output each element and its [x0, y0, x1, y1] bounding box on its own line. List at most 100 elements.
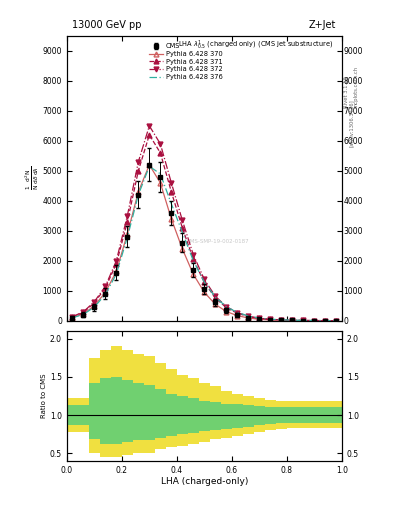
Pythia 6.428 376	[301, 317, 306, 324]
Pythia 6.428 371	[323, 317, 328, 324]
Pythia 6.428 370	[103, 289, 108, 295]
Pythia 6.428 376	[334, 317, 339, 324]
Pythia 6.428 370	[279, 317, 284, 324]
Pythia 6.428 376	[323, 317, 328, 324]
Pythia 6.428 371	[147, 132, 152, 138]
Pythia 6.428 372	[81, 309, 86, 315]
Pythia 6.428 370	[191, 271, 196, 278]
Pythia 6.428 372	[257, 315, 262, 322]
Pythia 6.428 372	[224, 304, 229, 310]
Pythia 6.428 376	[125, 234, 130, 241]
Pythia 6.428 372	[213, 293, 218, 300]
Line: Pythia 6.428 371: Pythia 6.428 371	[70, 133, 339, 323]
Pythia 6.428 376	[103, 291, 108, 297]
Line: Pythia 6.428 372: Pythia 6.428 372	[70, 123, 339, 323]
Pythia 6.428 372	[246, 313, 251, 319]
Pythia 6.428 370	[323, 317, 328, 324]
Pythia 6.428 372	[191, 252, 196, 258]
Pythia 6.428 376	[136, 192, 141, 198]
Pythia 6.428 376	[213, 294, 218, 300]
Pythia 6.428 372	[125, 213, 130, 219]
X-axis label: LHA (charged-only): LHA (charged-only)	[161, 477, 248, 486]
Pythia 6.428 372	[103, 283, 108, 289]
Pythia 6.428 370	[114, 268, 119, 274]
Pythia 6.428 370	[180, 246, 185, 252]
Pythia 6.428 371	[169, 189, 174, 195]
Pythia 6.428 372	[158, 141, 163, 147]
Pythia 6.428 371	[136, 168, 141, 174]
Pythia 6.428 370	[334, 318, 339, 324]
Pythia 6.428 370	[257, 316, 262, 323]
Pythia 6.428 371	[301, 317, 306, 324]
Pythia 6.428 371	[279, 317, 284, 323]
Pythia 6.428 370	[224, 309, 229, 315]
Pythia 6.428 372	[147, 123, 152, 129]
Pythia 6.428 376	[312, 317, 317, 324]
Pythia 6.428 371	[103, 285, 108, 291]
Pythia 6.428 376	[268, 316, 273, 322]
Pythia 6.428 376	[92, 304, 97, 310]
Pythia 6.428 370	[246, 315, 251, 321]
Pythia 6.428 371	[92, 300, 97, 306]
Pythia 6.428 370	[147, 162, 152, 168]
Text: Rivet 3.1.10: Rivet 3.1.10	[344, 76, 349, 108]
Pythia 6.428 371	[81, 309, 86, 315]
Pythia 6.428 371	[125, 219, 130, 225]
Text: mcplots.cern.ch: mcplots.cern.ch	[354, 66, 359, 108]
Pythia 6.428 376	[114, 271, 119, 277]
Pythia 6.428 371	[202, 280, 207, 286]
Text: LHA $\lambda^{1}_{0.5}$ (charged only) (CMS jet substructure): LHA $\lambda^{1}_{0.5}$ (charged only) (…	[178, 39, 334, 52]
Pythia 6.428 376	[224, 304, 229, 310]
Pythia 6.428 372	[180, 217, 185, 223]
Pythia 6.428 370	[235, 312, 240, 318]
Y-axis label: $\frac{1}{\mathrm{N}}\,\frac{\mathrm{d}^2\mathrm{N}}{\mathrm{d}\delta\,\mathrm{d: $\frac{1}{\mathrm{N}}\,\frac{\mathrm{d}^…	[24, 166, 41, 190]
Pythia 6.428 370	[136, 189, 141, 195]
Pythia 6.428 370	[202, 289, 207, 295]
Pythia 6.428 371	[70, 314, 75, 320]
Pythia 6.428 370	[81, 311, 86, 317]
Text: [arXiv:1306.3436]: [arXiv:1306.3436]	[349, 99, 354, 147]
Pythia 6.428 372	[136, 159, 141, 165]
Pythia 6.428 371	[257, 315, 262, 322]
Pythia 6.428 372	[268, 316, 273, 323]
Pythia 6.428 370	[290, 317, 295, 324]
Pythia 6.428 372	[202, 276, 207, 283]
Pythia 6.428 376	[191, 258, 196, 264]
Pythia 6.428 372	[92, 298, 97, 305]
Pythia 6.428 376	[290, 317, 295, 323]
Pythia 6.428 372	[279, 317, 284, 323]
Pythia 6.428 370	[158, 180, 163, 186]
Pythia 6.428 376	[257, 315, 262, 321]
Pythia 6.428 372	[312, 317, 317, 324]
Pythia 6.428 371	[246, 313, 251, 319]
Pythia 6.428 372	[114, 258, 119, 264]
Line: Pythia 6.428 370: Pythia 6.428 370	[70, 162, 339, 323]
Legend: CMS, Pythia 6.428 370, Pythia 6.428 371, Pythia 6.428 372, Pythia 6.428 376: CMS, Pythia 6.428 370, Pythia 6.428 371,…	[147, 42, 224, 81]
Pythia 6.428 371	[180, 225, 185, 231]
Pythia 6.428 371	[334, 317, 339, 324]
Pythia 6.428 372	[235, 309, 240, 315]
Pythia 6.428 371	[158, 150, 163, 156]
Pythia 6.428 376	[180, 229, 185, 236]
Pythia 6.428 372	[169, 180, 174, 186]
Pythia 6.428 372	[70, 314, 75, 320]
Pythia 6.428 376	[169, 201, 174, 207]
Pythia 6.428 372	[323, 317, 328, 324]
Pythia 6.428 371	[224, 305, 229, 311]
Pythia 6.428 370	[301, 317, 306, 324]
Pythia 6.428 370	[92, 303, 97, 309]
Pythia 6.428 370	[125, 231, 130, 237]
Pythia 6.428 371	[213, 295, 218, 301]
Pythia 6.428 372	[301, 317, 306, 324]
Pythia 6.428 371	[191, 257, 196, 263]
Pythia 6.428 376	[70, 315, 75, 321]
Pythia 6.428 376	[235, 309, 240, 315]
Pythia 6.428 376	[202, 279, 207, 285]
Pythia 6.428 376	[158, 171, 163, 177]
Pythia 6.428 371	[235, 310, 240, 316]
Text: Z+Jet: Z+Jet	[309, 20, 336, 30]
Text: CMS-SMP-19-002-0187: CMS-SMP-19-002-0187	[187, 239, 250, 244]
Pythia 6.428 372	[334, 317, 339, 324]
Pythia 6.428 370	[169, 216, 174, 222]
Pythia 6.428 370	[70, 314, 75, 321]
